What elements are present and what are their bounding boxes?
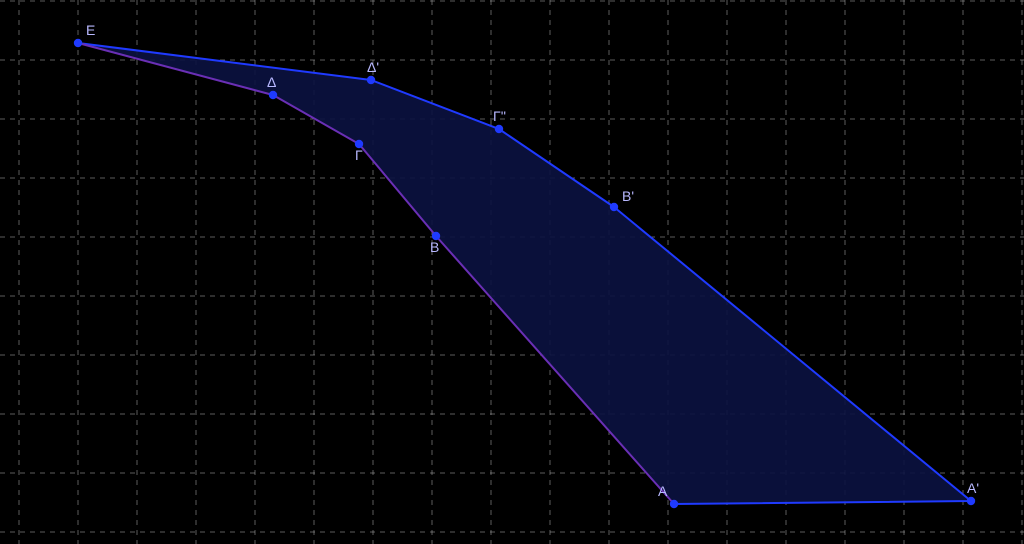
label-B_prime: Β' <box>622 188 634 204</box>
label-Delta_prime: Δ' <box>367 59 379 75</box>
point-E <box>74 39 82 47</box>
label-A_prime: Α' <box>967 480 979 496</box>
label-Delta: Δ <box>267 74 276 90</box>
point-Delta <box>269 91 277 99</box>
geometry-diagram: Ε Δ Δ' Γ Γ'' Β Β' Α Α' <box>0 0 1024 544</box>
enclosed-region <box>78 43 971 504</box>
label-Gamma_dblprime: Γ'' <box>493 108 506 124</box>
fill-layer <box>78 43 971 504</box>
point-Delta_prime <box>367 76 375 84</box>
point-A_prime <box>967 497 975 505</box>
label-B: Β <box>430 239 439 255</box>
point-A <box>670 500 678 508</box>
point-Gamma_dblprime <box>495 125 503 133</box>
label-E: Ε <box>86 22 95 38</box>
label-Gamma: Γ <box>355 147 363 163</box>
point-B_prime <box>610 203 618 211</box>
label-A: Α <box>658 483 668 499</box>
